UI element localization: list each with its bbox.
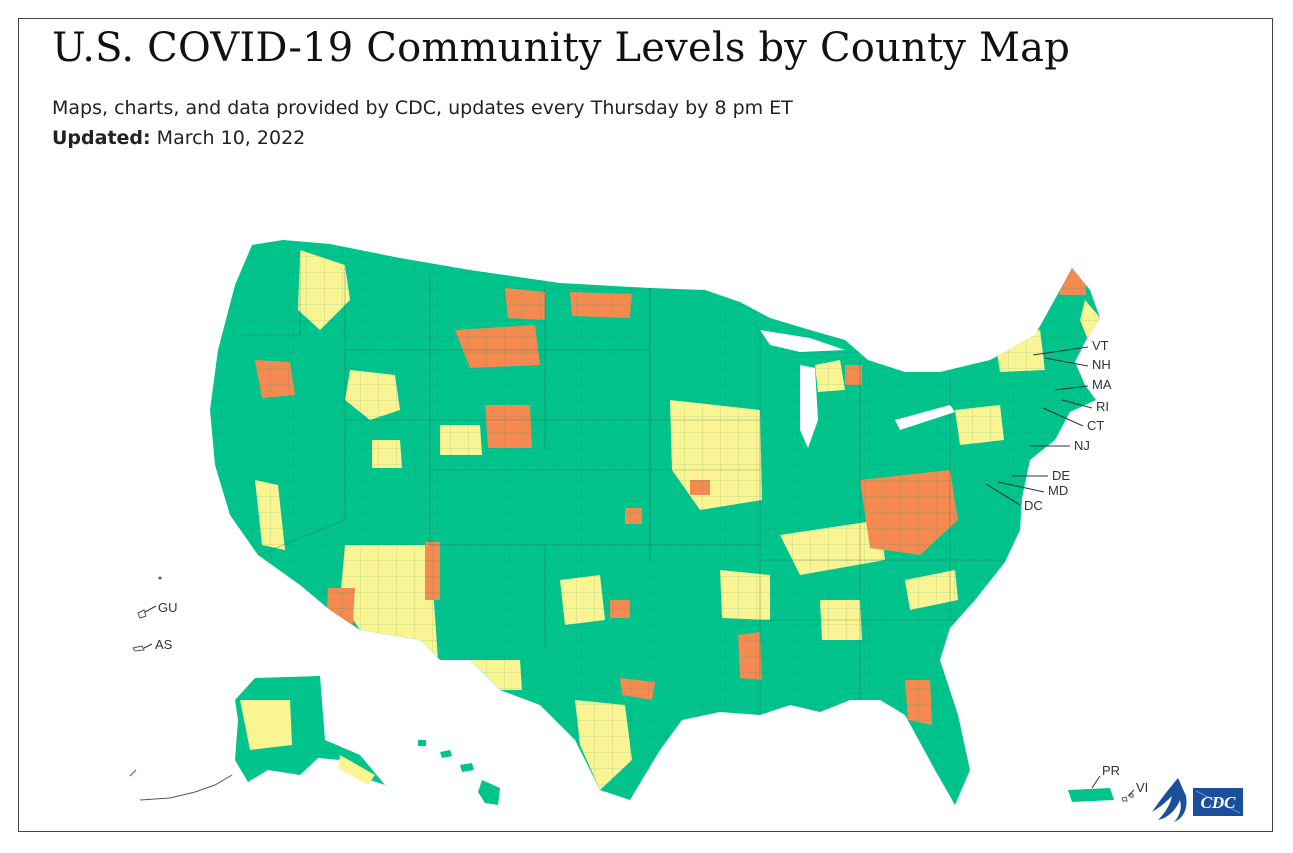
updated-line: Updated: March 10, 2022 [52, 127, 305, 149]
page-title: U.S. COVID-19 Community Levels by County… [52, 25, 1070, 71]
hawaii-oahu [440, 750, 452, 758]
page-subtitle: Maps, charts, and data provided by CDC, … [52, 97, 793, 119]
guam-shape [137, 609, 147, 619]
aleutian-islands [129, 769, 233, 801]
as-leader [143, 643, 153, 649]
hawaii-kauai [418, 740, 426, 746]
vi-leader [1127, 789, 1135, 797]
updated-label: Updated: [52, 127, 151, 149]
alaska [129, 676, 385, 801]
county-borders [210, 240, 1100, 805]
ma-leader [1054, 385, 1089, 391]
state-borders [240, 250, 1005, 715]
lake-erie [895, 405, 955, 430]
lake-superior [760, 330, 845, 352]
ma-label: MA [1092, 377, 1112, 392]
md-leader [997, 481, 1045, 493]
alaska-southeast-medium-region [338, 755, 375, 785]
dc-leader [985, 483, 1021, 506]
agency-logos: CDC [1152, 778, 1243, 822]
hawaii [418, 740, 500, 805]
nh-leader [1044, 357, 1089, 367]
ri-label: RI [1096, 399, 1109, 414]
pr-leader [1091, 775, 1101, 789]
nj-label: NJ [1074, 438, 1090, 453]
ri-leader [1061, 399, 1093, 409]
caribbean-territories: PR VI [1068, 763, 1148, 802]
ct-leader [1042, 407, 1084, 427]
hhs-eagle-icon [1152, 778, 1187, 822]
gu-label: GU [158, 600, 178, 615]
md-label: MD [1048, 483, 1068, 498]
dc-label: DC [1024, 498, 1043, 513]
contiguous-us [210, 240, 1100, 805]
cdc-logo: CDC [1193, 788, 1243, 816]
mariana-dot [158, 576, 162, 580]
northeast-callouts: VT NH MA RI CT NJ DE MD DC [985, 338, 1112, 513]
ct-label: CT [1087, 418, 1104, 433]
lake-michigan [800, 365, 818, 448]
pacific-territories: GU AS [132, 576, 178, 652]
nh-label: NH [1092, 357, 1111, 372]
puerto-rico-shape [1068, 788, 1114, 802]
hawaii-big-island [478, 780, 500, 805]
cdc-logo-text: CDC [1201, 793, 1237, 812]
vt-label: VT [1092, 338, 1109, 353]
vi-label: VI [1136, 780, 1148, 795]
alaska-medium-region [240, 700, 292, 750]
virgin-islands-shape [1121, 793, 1134, 802]
vt-leader [1032, 346, 1089, 356]
gu-leader [144, 605, 157, 613]
pr-label: PR [1102, 763, 1120, 778]
updated-date: March 10, 2022 [156, 127, 306, 149]
as-label: AS [155, 637, 173, 652]
hawaii-maui [460, 763, 474, 772]
american-samoa-shape [132, 645, 145, 652]
de-label: DE [1052, 468, 1070, 483]
